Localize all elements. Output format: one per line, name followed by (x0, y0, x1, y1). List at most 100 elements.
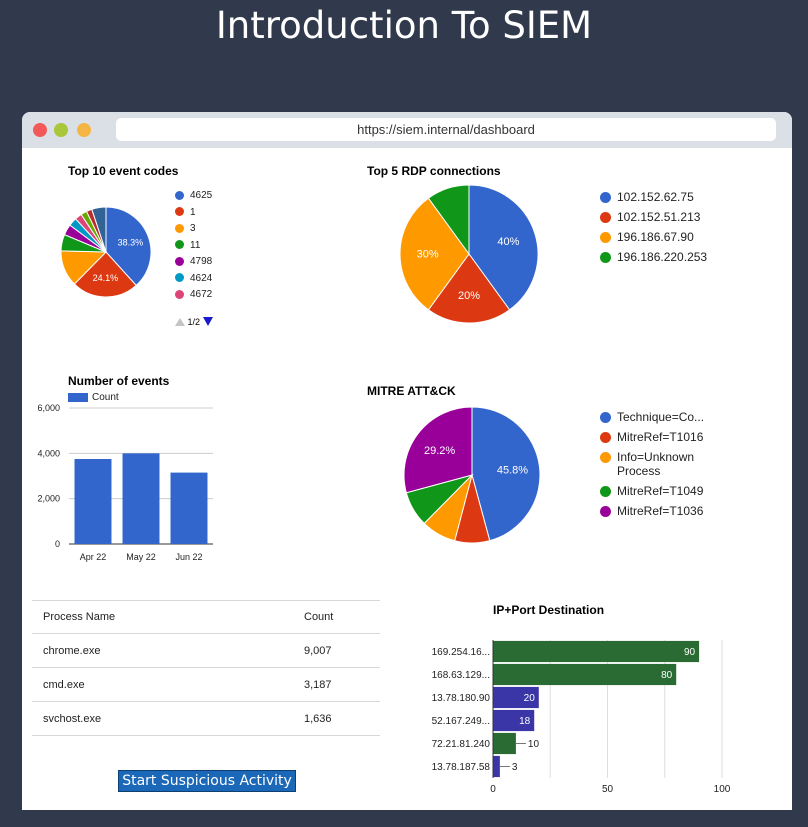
legend-swatch (600, 432, 611, 444)
y-tick-label: 0 (55, 539, 60, 549)
page-up-icon[interactable] (175, 318, 185, 326)
legend-swatch (175, 273, 184, 283)
maximize-window-icon[interactable] (77, 123, 91, 137)
page-down-icon[interactable] (202, 317, 213, 326)
pie-slice-label: 29.2% (424, 445, 455, 457)
pager-label: 1/2 (187, 317, 201, 327)
legend-swatch (175, 223, 184, 233)
bar[interactable] (74, 459, 112, 544)
legend-item[interactable]: Info=Unknown Process (600, 450, 707, 478)
pie-slice[interactable] (73, 251, 137, 298)
legend-item[interactable]: 196.186.220.253 (600, 250, 707, 264)
x-tick-label: 0 (490, 784, 496, 795)
pie-slice[interactable] (403, 406, 473, 494)
y-tick-label: 2,000 (37, 494, 60, 504)
legend-item[interactable]: MitreRef=T1016 (600, 430, 703, 444)
legend-swatch (68, 392, 88, 402)
legend-swatch (600, 486, 611, 498)
event-codes-pager: 1/2 (175, 317, 213, 327)
legend-label: 102.152.51.213 (617, 210, 701, 224)
bar[interactable] (170, 472, 208, 544)
events-bar-chart: 0 2,000 4,000 6,000 Apr 22 May 22 Jun 22 (37, 403, 213, 562)
legend-swatch (600, 506, 611, 518)
legend-item[interactable]: 4624 (175, 273, 212, 284)
bar[interactable] (493, 732, 516, 755)
legend-item[interactable]: 102.152.62.75 (600, 190, 694, 204)
events-bar-legend: Count (68, 392, 119, 403)
bar[interactable] (493, 755, 500, 778)
pie-slice[interactable] (427, 253, 511, 324)
rdp-pie-chart: 40% 20% 30% (399, 184, 539, 324)
legend-swatch (175, 190, 184, 200)
pie-slice[interactable] (399, 197, 470, 311)
process-name-cell: svchost.exe (32, 701, 293, 736)
header-count[interactable]: Count (293, 600, 380, 634)
y-tick-label: 52.167.249... (432, 716, 490, 727)
legend-swatch (175, 207, 184, 217)
legend-item[interactable]: MitreRef=T1049 (600, 484, 703, 498)
legend-swatch (175, 289, 184, 299)
ip-port-title: IP+Port Destination (493, 603, 605, 617)
legend-label: Technique=Co... (617, 410, 705, 424)
bar[interactable] (493, 686, 539, 709)
legend-label: 196.186.67.90 (617, 230, 694, 244)
x-tick-label: May 22 (126, 552, 156, 562)
bar[interactable] (493, 640, 700, 663)
url-bar[interactable]: https://siem.internal/dashboard (116, 118, 776, 141)
bar[interactable] (493, 663, 677, 686)
legend-label: 196.186.220.253 (617, 250, 708, 264)
legend-item[interactable]: 4672 (175, 289, 212, 300)
bar[interactable] (122, 453, 160, 544)
legend-swatch (600, 252, 611, 264)
process-name-cell: cmd.exe (32, 667, 293, 702)
legend-label: Info=Unknown Process (617, 450, 695, 478)
legend-item[interactable]: 3 (175, 223, 196, 234)
pie-slice[interactable] (427, 184, 470, 256)
pie-slice[interactable] (91, 206, 107, 253)
legend-label: MitreRef=T1049 (617, 484, 704, 498)
data-label: 3 (512, 762, 518, 773)
x-tick-label: 100 (714, 784, 731, 795)
legend-label: 4672 (190, 289, 213, 300)
start-suspicious-activity-button[interactable]: Start Suspicious Activity (118, 770, 296, 792)
legend-item[interactable]: 196.186.67.90 (600, 230, 694, 244)
table-header-row: Process Name Count (32, 600, 380, 634)
x-tick-label: Jun 22 (175, 552, 202, 562)
legend-label: 4625 (190, 190, 213, 201)
legend-item[interactable]: MitreRef=T1036 (600, 504, 703, 518)
header-process-name[interactable]: Process Name (32, 600, 293, 634)
table-row: cmd.exe 3,187 (32, 667, 380, 702)
legend-swatch (600, 192, 611, 204)
count-cell: 1,636 (293, 701, 380, 736)
data-label: 90 (684, 647, 696, 658)
legend-label: 4798 (190, 256, 213, 267)
legend-item[interactable]: 11 (175, 240, 200, 251)
mitre-pie-chart: 45.8% 29.2% (403, 406, 541, 544)
page-title: Introduction To SIEM (215, 4, 593, 47)
pie-slice[interactable] (468, 184, 539, 311)
data-label: 10 (528, 739, 540, 750)
legend-item[interactable]: 1 (175, 207, 196, 218)
mitre-title: MITRE ATT&CK (367, 384, 456, 398)
legend-swatch (175, 256, 184, 266)
legend-label: 1 (190, 206, 196, 218)
minimize-window-icon[interactable] (54, 123, 68, 137)
process-name-cell: chrome.exe (32, 633, 293, 668)
legend-item[interactable]: 4625 (175, 190, 212, 201)
legend-item[interactable]: 102.152.51.213 (600, 210, 700, 224)
legend-item[interactable]: 4798 (175, 256, 212, 267)
pie-slice-label: 24.1% (93, 273, 119, 283)
table-row: chrome.exe 9,007 (32, 633, 380, 668)
y-tick-label: 72.21.81.240 (432, 739, 491, 750)
y-tick-label: 13.78.180.90 (432, 693, 491, 704)
legend-swatch (175, 240, 184, 250)
pie-slice[interactable] (105, 206, 152, 287)
pie-slice-label: 38.3% (118, 238, 144, 248)
pie-slice[interactable] (471, 406, 541, 542)
table-row: svchost.exe 1,636 (32, 701, 380, 736)
legend-swatch (600, 232, 611, 244)
bar[interactable] (493, 709, 535, 732)
data-label: 20 (524, 693, 536, 704)
legend-item[interactable]: Technique=Co... (600, 410, 704, 424)
close-window-icon[interactable] (33, 123, 47, 137)
